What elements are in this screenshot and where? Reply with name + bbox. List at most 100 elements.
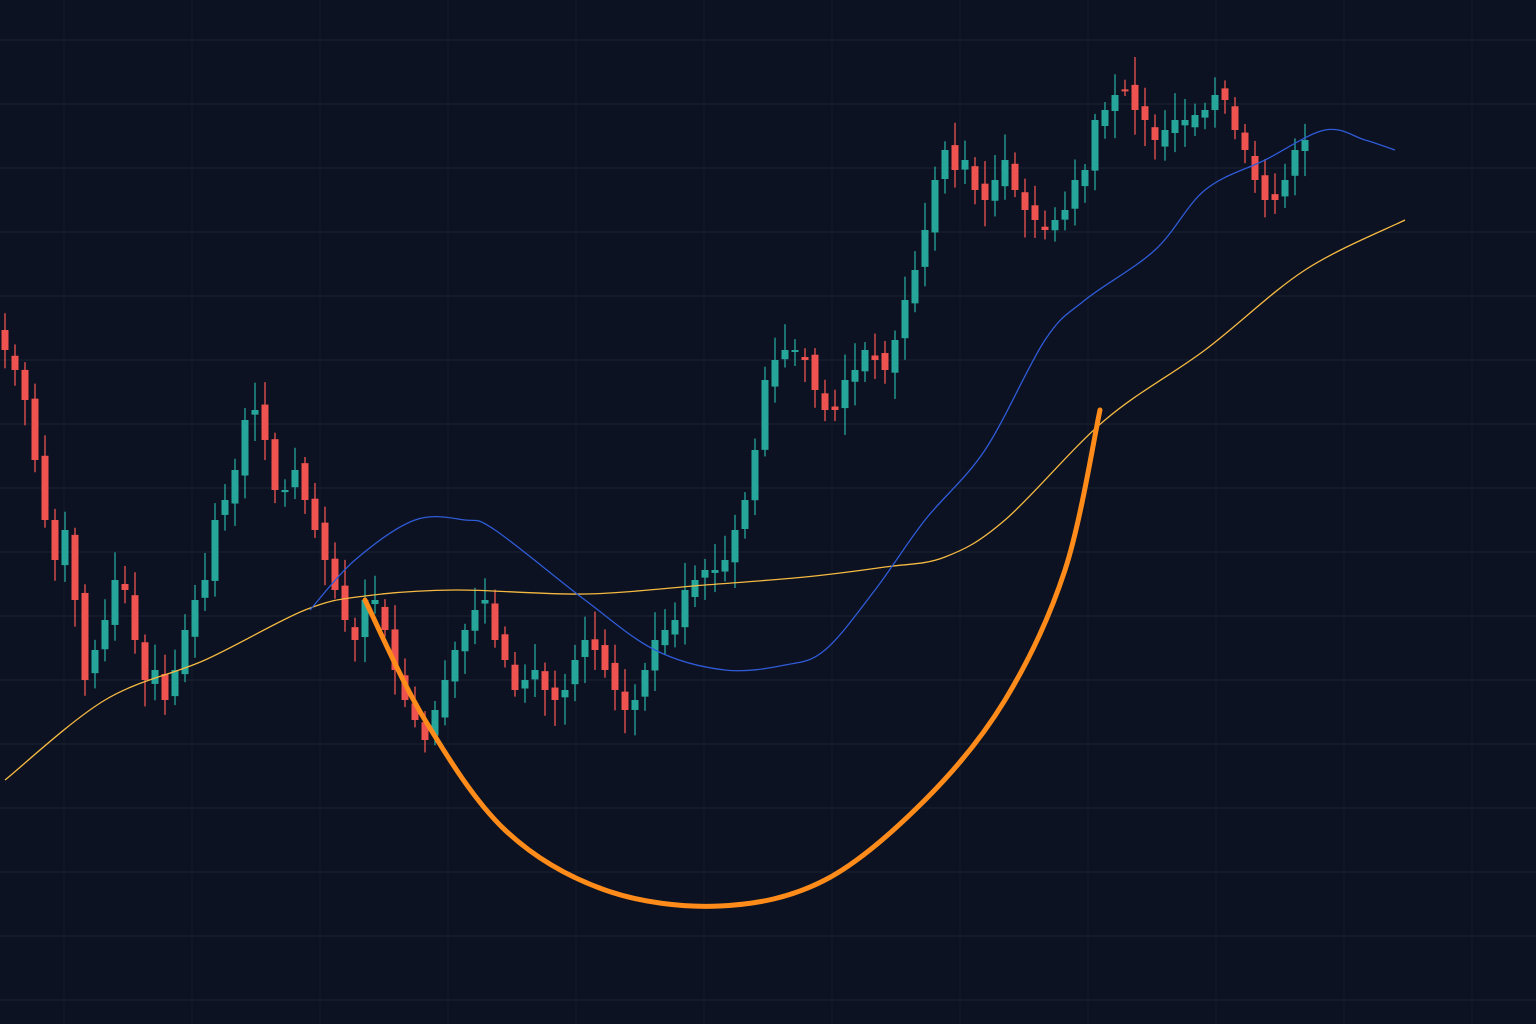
- candle-body: [681, 590, 689, 628]
- candle-up: [581, 616, 589, 684]
- candle-down: [541, 662, 549, 716]
- candle-up: [1191, 103, 1199, 136]
- candle-body: [1121, 89, 1129, 92]
- candle-body: [881, 353, 889, 370]
- candle-body: [521, 680, 529, 689]
- candle-body: [1131, 84, 1139, 110]
- candle-body: [131, 595, 139, 640]
- candle-down: [1261, 159, 1269, 218]
- candle-body: [121, 584, 129, 590]
- candle-down: [621, 669, 629, 734]
- candle-body: [1231, 106, 1239, 130]
- candle-up: [1071, 159, 1079, 226]
- candle-body: [471, 610, 479, 631]
- candle-up: [851, 343, 859, 406]
- candle-up: [441, 660, 449, 726]
- candle-up: [451, 641, 459, 698]
- candle-down: [311, 483, 319, 538]
- moving-average-slow-line: [4, 219, 1406, 781]
- candle-up: [901, 276, 909, 360]
- candle-down: [11, 344, 19, 386]
- candle-down: [881, 340, 889, 384]
- candle-body: [91, 650, 99, 674]
- candle-down: [81, 584, 89, 696]
- candle-body: [1221, 88, 1229, 100]
- candle-body: [861, 350, 869, 372]
- candle-up: [1101, 102, 1109, 139]
- candle-body: [421, 722, 429, 740]
- candle-body: [101, 620, 109, 650]
- candle-up: [1111, 74, 1119, 139]
- candle-body: [371, 600, 379, 605]
- candle-up: [461, 623, 469, 674]
- candle-body: [1021, 192, 1029, 210]
- candle-down: [1131, 56, 1139, 135]
- candle-body: [31, 398, 39, 460]
- candles: [1, 56, 1309, 753]
- candle-body: [721, 560, 729, 572]
- candle-body: [1271, 194, 1279, 200]
- candle-down: [51, 508, 59, 581]
- candle-body: [601, 645, 609, 670]
- candle-up: [151, 644, 159, 701]
- candle-body: [41, 455, 49, 520]
- candle-down: [1271, 173, 1279, 214]
- candle-body: [981, 183, 989, 200]
- candle-up: [571, 644, 579, 702]
- candle-body: [1161, 130, 1169, 147]
- candle-down: [491, 589, 499, 648]
- candle-body: [781, 350, 789, 360]
- candle-body: [321, 522, 329, 560]
- candle-down: [611, 644, 619, 711]
- candle-up: [561, 673, 569, 725]
- candle-up: [181, 614, 189, 683]
- candle-body: [501, 634, 509, 660]
- candle-up: [1061, 191, 1069, 231]
- candle-up: [861, 342, 869, 382]
- candle-body: [1241, 132, 1249, 150]
- candle-up: [741, 492, 749, 539]
- candle-body: [901, 300, 909, 339]
- candle-up: [231, 458, 239, 526]
- candle-down: [871, 333, 879, 379]
- candle-body: [1051, 220, 1059, 231]
- candle-up: [1161, 110, 1169, 161]
- candle-body: [221, 500, 229, 515]
- candle-body: [701, 570, 709, 578]
- candle-body: [1001, 160, 1009, 187]
- candle-down: [1041, 210, 1049, 240]
- candle-down: [141, 634, 149, 707]
- candle-body: [1191, 115, 1199, 128]
- candle-down: [951, 122, 959, 188]
- candle-up: [781, 324, 789, 368]
- candle-body: [1031, 205, 1039, 220]
- candle-body: [1111, 95, 1119, 112]
- candle-up: [941, 141, 949, 194]
- candle-up: [241, 408, 249, 499]
- candle-body: [1201, 110, 1209, 118]
- candle-up: [1281, 163, 1289, 208]
- candle-body: [691, 580, 699, 597]
- candle-body: [51, 520, 59, 560]
- candle-body: [451, 650, 459, 682]
- candle-down: [301, 456, 309, 514]
- candle-up: [91, 639, 99, 689]
- candle-up: [361, 579, 369, 663]
- candle-body: [551, 687, 559, 700]
- candle-down: [591, 611, 599, 670]
- candle-up: [521, 664, 529, 703]
- candle-up: [251, 382, 259, 442]
- candle-down: [1011, 152, 1019, 198]
- candle-body: [251, 410, 259, 415]
- candle-body: [271, 439, 279, 490]
- candle-up: [731, 514, 739, 589]
- candle-body: [621, 691, 629, 710]
- candle-body: [1251, 155, 1259, 180]
- candle-body: [1061, 210, 1069, 220]
- candle-up: [481, 578, 489, 624]
- candle-body: [61, 530, 69, 566]
- candle-body: [291, 470, 299, 488]
- candle-down: [1221, 80, 1229, 114]
- candle-up: [1181, 99, 1189, 147]
- candle-body: [951, 145, 959, 170]
